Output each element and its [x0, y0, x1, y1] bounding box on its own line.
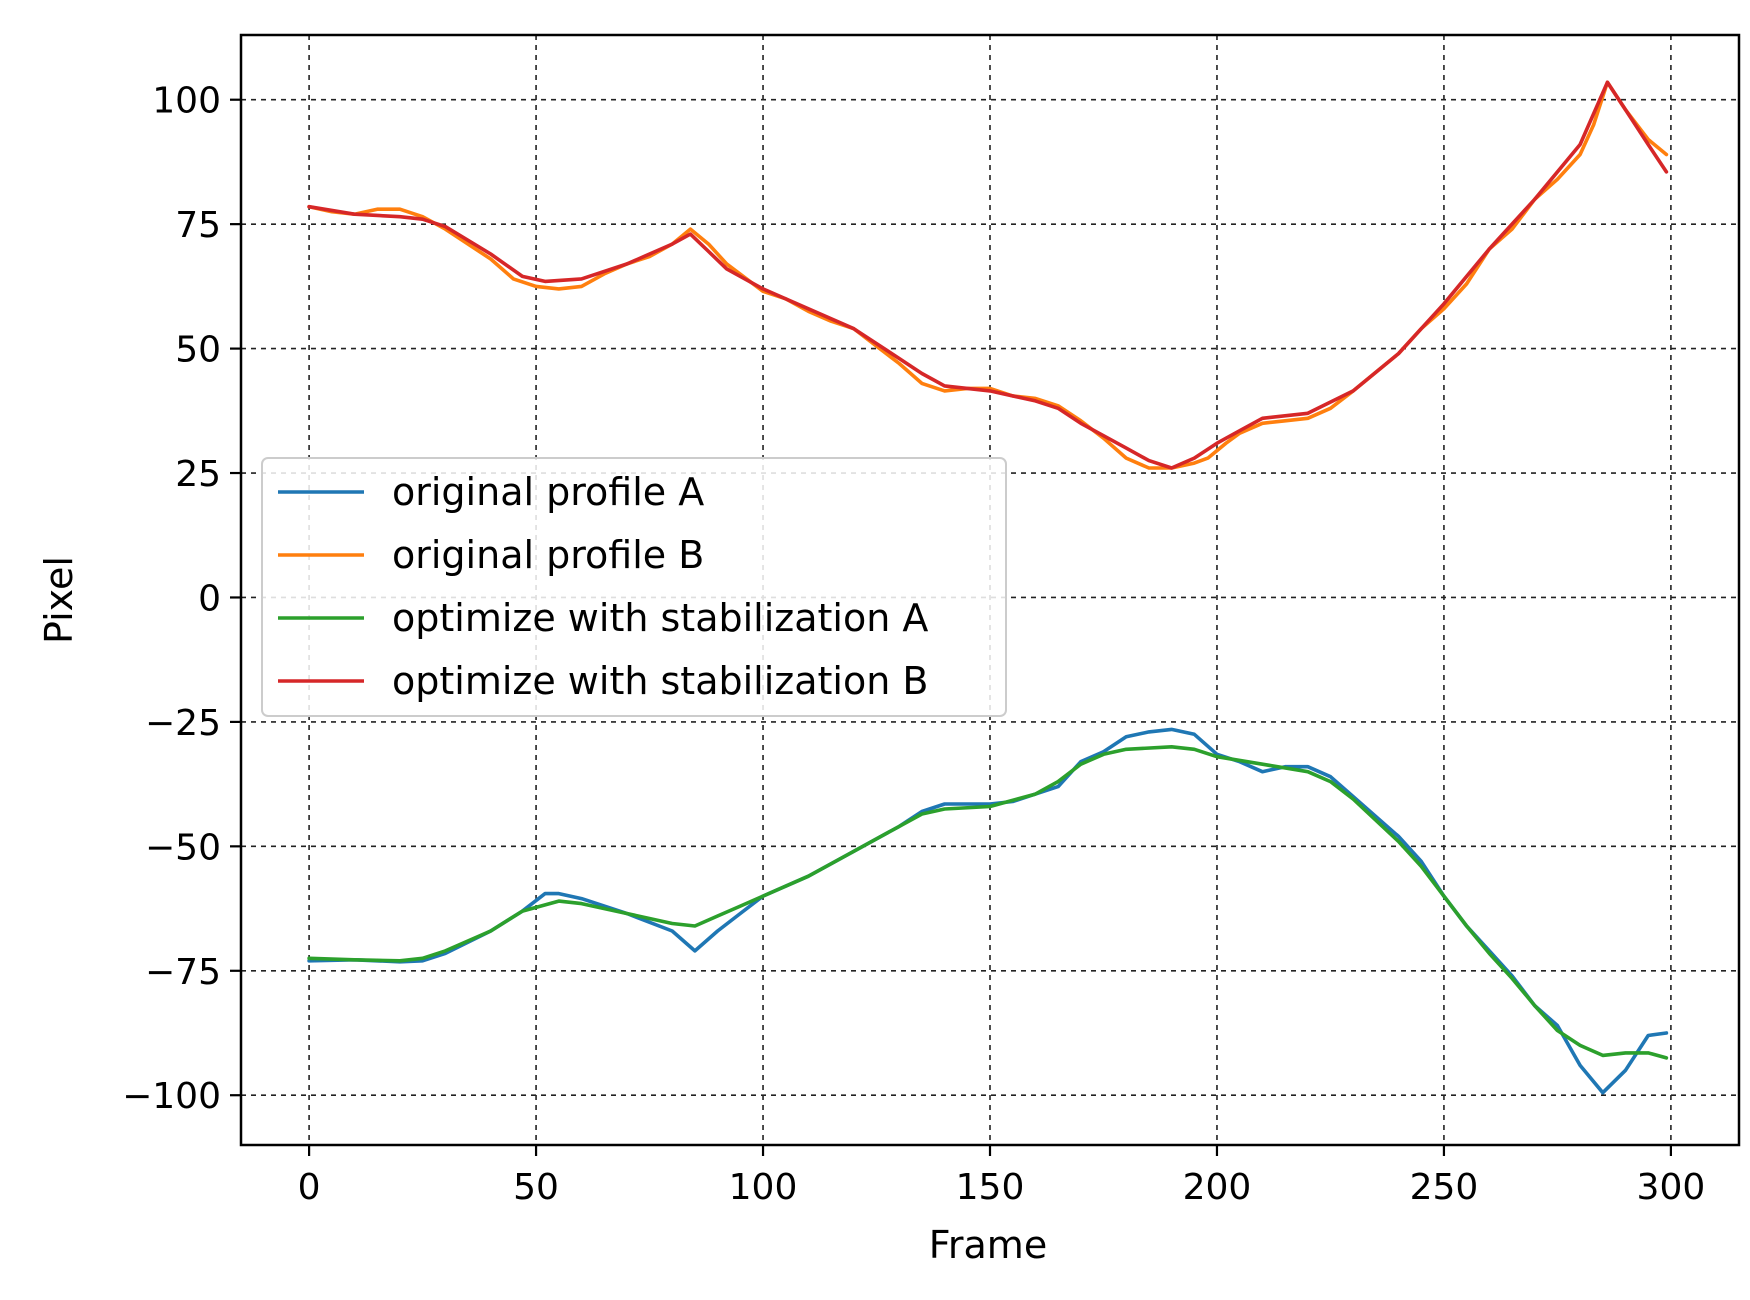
axis-ticks: 0 50 100 150 200 250 3001007550250−25−50−75−10… [122, 81, 1705, 1208]
x-tick-label: 100 [729, 1167, 798, 1208]
y-axis-label: Pixel [37, 556, 81, 644]
x-tick-label: 150 [956, 1167, 1025, 1208]
y-tick-label: −50 [145, 827, 221, 868]
y-tick-label: 75 [175, 205, 221, 246]
legend: original profile A original profile B opti… [261, 457, 1007, 717]
y-tick-label: 50 [175, 330, 221, 371]
x-tick-label: 0 [298, 1167, 321, 1208]
x-tick-label: 50 [513, 1167, 559, 1208]
x-tick-label: 250 [1410, 1167, 1479, 1208]
y-tick-label: 100 [152, 81, 221, 122]
y-tick-label: −25 [145, 703, 221, 744]
y-tick-label: −100 [122, 1076, 221, 1117]
x-tick-label: 300 [1637, 1167, 1706, 1208]
x-tick-label: 200 [1183, 1167, 1252, 1208]
series-lines [307, 80, 1669, 1095]
legend-label: optimize with stabilization A [392, 596, 928, 640]
y-tick-label: −75 [145, 952, 221, 993]
legend-label: original profile A [392, 470, 704, 514]
series-line-4 [307, 80, 1669, 470]
y-tick-label: 25 [175, 454, 221, 495]
legend-label: original profile B [392, 533, 704, 577]
x-axis-label: Frame [929, 1223, 1047, 1267]
legend-label: optimize with stabilization B [392, 659, 928, 703]
legend-box [261, 457, 1007, 717]
y-tick-label: 0 [198, 578, 221, 619]
series-line-3 [307, 745, 1669, 1060]
